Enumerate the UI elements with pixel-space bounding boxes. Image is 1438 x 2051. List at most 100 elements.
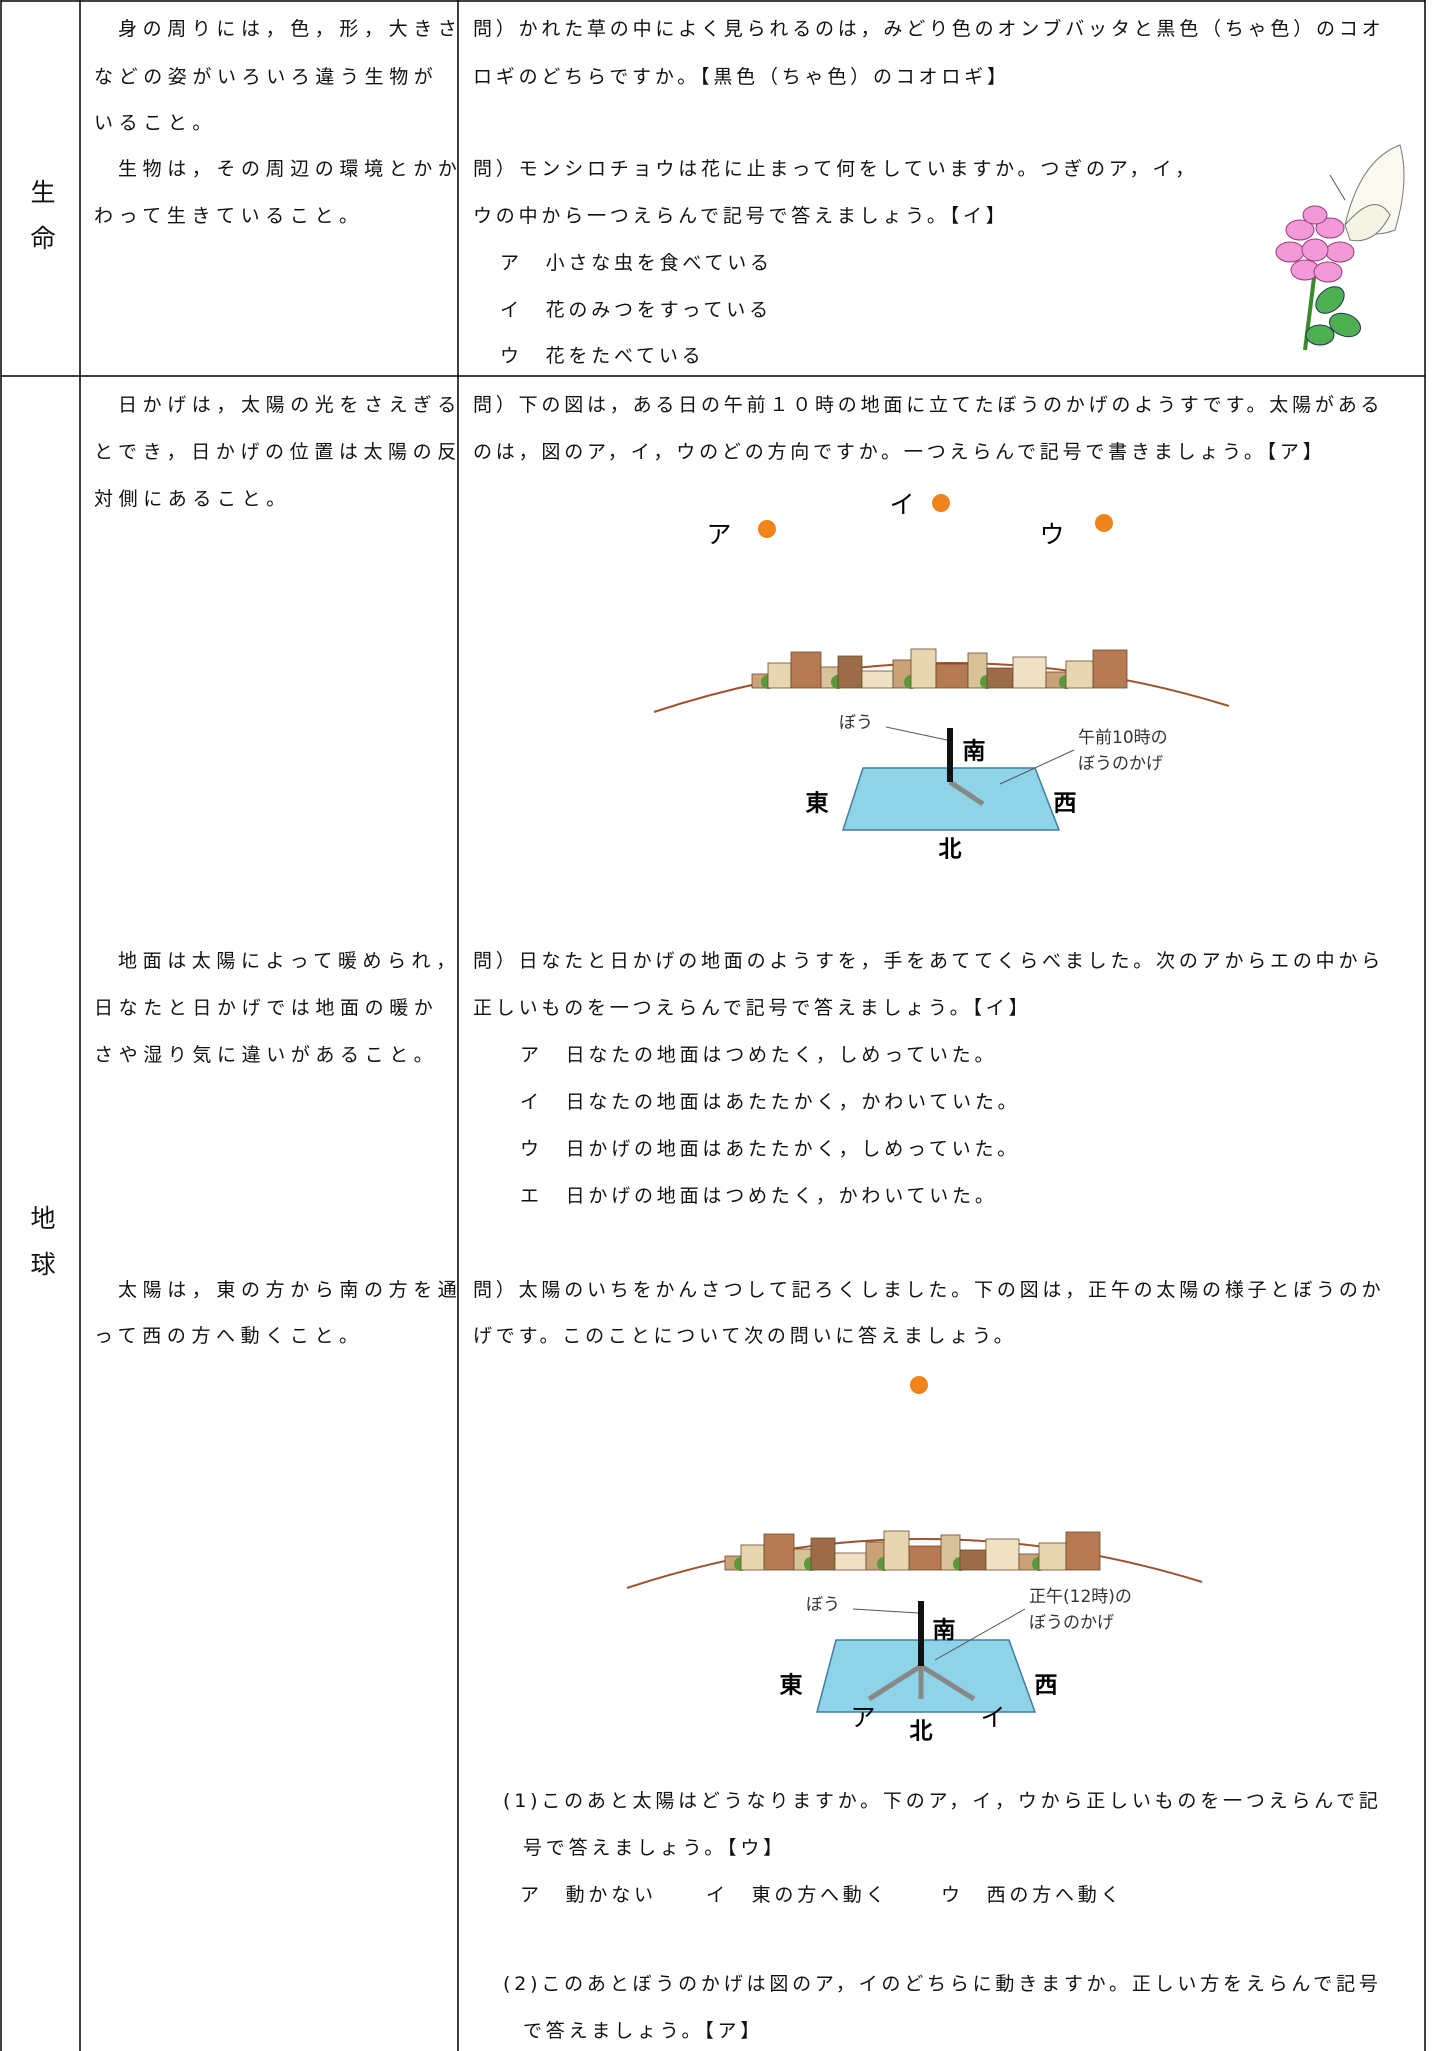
category: 地球 <box>30 1204 56 1279</box>
direction: 南 <box>963 739 986 765</box>
question-line: 問）下の図は，ある日の午前１０時の地面に立てたぼうのかげのようすです。太陽がある <box>473 394 1384 416</box>
goal-line: とでき，日かげの位置は太陽の反 <box>94 441 462 463</box>
direction: 北 <box>910 1719 933 1745</box>
goal-line: 対側にあること。 <box>94 488 291 510</box>
shadow-label: ぼうのかげ <box>1078 754 1163 774</box>
question-line: げです。このことについて次の問いに答えましょう。 <box>473 1325 1017 1347</box>
question-line: 問）モンシロチョウは花に止まって何をしていますか。つぎのア，イ， <box>473 158 1199 180</box>
shadow <box>867 1663 923 1702</box>
horizon <box>653 661 1230 713</box>
goal-line: わって生きていること。 <box>94 205 364 227</box>
building <box>767 662 792 689</box>
building <box>1092 649 1128 689</box>
choice: ア 小さな虫を食べている <box>500 252 773 274</box>
building <box>959 1549 987 1571</box>
choice: イ 花のみつをすっている <box>500 299 772 321</box>
goal-line: さや湿り気に違いがあること。 <box>94 1044 439 1066</box>
choice: ウ 日かげの地面はあたたかく，しめっていた。 <box>520 1138 1021 1160</box>
building <box>834 1552 867 1571</box>
shadow-leader <box>934 1608 1026 1661</box>
building <box>986 667 1014 689</box>
question-line: 号で答えましょう。【ウ】 <box>523 1837 786 1859</box>
goal-line: って西の方へ動くこと。 <box>94 1325 364 1347</box>
question-line: 正しいものを一つえらんで記号で答えましょう。【イ】 <box>473 997 1032 1019</box>
sun <box>1095 514 1113 532</box>
sun <box>758 520 776 538</box>
building <box>1038 1542 1067 1571</box>
direction: 東 <box>780 1673 803 1699</box>
building <box>985 1538 1020 1571</box>
question-line: 問）かれた草の中によく見られるのは，みどり色のオンブバッタと黒色（ちゃ色）のコオ <box>473 18 1385 40</box>
goal-line: などの姿がいろいろ違う生物が <box>94 66 439 88</box>
stick-label: ぼう <box>839 713 873 733</box>
category: 生命 <box>30 178 56 253</box>
sun <box>910 1376 928 1394</box>
choice: エ 日かげの地面はつめたく，かわいていた。 <box>520 1185 998 1207</box>
shadow-direction-label: ア <box>850 1703 875 1732</box>
shadow <box>919 1663 976 1702</box>
shadow-label: 午前10時の <box>1078 728 1168 748</box>
shadow-direction-label: イ <box>980 1703 1005 1732</box>
sun <box>932 494 950 512</box>
building <box>935 663 969 689</box>
goal-line: 身の周りには，色，形，大きさ <box>118 18 463 40</box>
choice: ウ 花をたべている <box>500 345 705 367</box>
goal-line: 日なたと日かげでは地面の暖か <box>94 997 439 1019</box>
sun-label: ア <box>706 520 731 549</box>
question-line: で答えましょう。【ア】 <box>523 2020 764 2042</box>
question-line: のは，図のア，イ，ウのどの方向ですか。一つえらんで記号で書きましょう。【ア】 <box>473 441 1326 463</box>
building <box>763 1533 795 1571</box>
stick-leader <box>885 726 948 741</box>
direction: 南 <box>933 1618 956 1644</box>
question-line: (1)このあと太陽はどうなりますか。下のア，イ，ウから正しいものを一つえらんで記 <box>503 1790 1382 1812</box>
goal-line: 生物は，その周辺の環境とかか <box>118 158 463 180</box>
shadow <box>948 779 985 807</box>
horizon <box>626 1537 1203 1589</box>
choice: ウ 西の方へ動く <box>941 1884 1124 1906</box>
stick-leader <box>852 1608 919 1614</box>
building <box>883 1530 910 1571</box>
direction: 西 <box>1054 791 1077 817</box>
question-line: (2)このあとぼうのかげは図のア，イのどちらに動きますか。正しい方をえらんで記号 <box>503 1973 1382 1995</box>
question-line: ウの中から一つえらんで記号で答えましょう。【イ】 <box>473 205 1009 227</box>
direction: 東 <box>806 791 829 817</box>
choice: ア 動かない <box>520 1884 657 1906</box>
question-line: 問）太陽のいちをかんさつして記ろくしました。下の図は，正午の太陽の様子とぼうのか <box>473 1279 1385 1301</box>
direction: 北 <box>939 837 962 863</box>
ground <box>816 1639 1037 1713</box>
building <box>837 655 863 689</box>
building <box>810 1537 836 1571</box>
sun-label: ウ <box>1039 520 1064 549</box>
goal-line: いること。 <box>94 112 218 134</box>
goal-line: 太陽は，東の方から南の方を通 <box>118 1279 463 1301</box>
question-line: 問）日なたと日かげの地面のようすを，手をあててくらべました。次のアからエの中から <box>473 950 1385 972</box>
choice: イ 東の方へ動く <box>706 1884 889 1906</box>
shadow-leader <box>999 749 1075 785</box>
flower-illustration <box>1275 144 1405 351</box>
building <box>1065 1531 1101 1571</box>
shadow-label: 正午(12時)の <box>1029 1587 1132 1607</box>
sun-label: イ <box>889 490 914 519</box>
choice: イ 日なたの地面はあたたかく，かわいていた。 <box>520 1091 1021 1113</box>
goal-line: 日かげは，太陽の光をさえぎる <box>118 394 462 416</box>
building <box>1012 656 1047 689</box>
building <box>908 1545 942 1571</box>
choice: ア 日なたの地面はつめたく，しめっていた。 <box>520 1044 998 1066</box>
direction: 西 <box>1035 1673 1058 1699</box>
building <box>740 1544 765 1571</box>
building <box>910 648 937 689</box>
building <box>861 670 894 689</box>
building <box>1065 660 1094 689</box>
question-line: ロギのどちらですか。【黒色（ちゃ色）のコオロギ】 <box>473 66 1010 88</box>
shadow-label: ぼうのかげ <box>1029 1613 1114 1633</box>
stick-label: ぼう <box>806 1595 840 1615</box>
building <box>790 651 822 689</box>
goal-line: 地面は太陽によって暖められ， <box>118 950 461 972</box>
ground <box>841 767 1061 831</box>
